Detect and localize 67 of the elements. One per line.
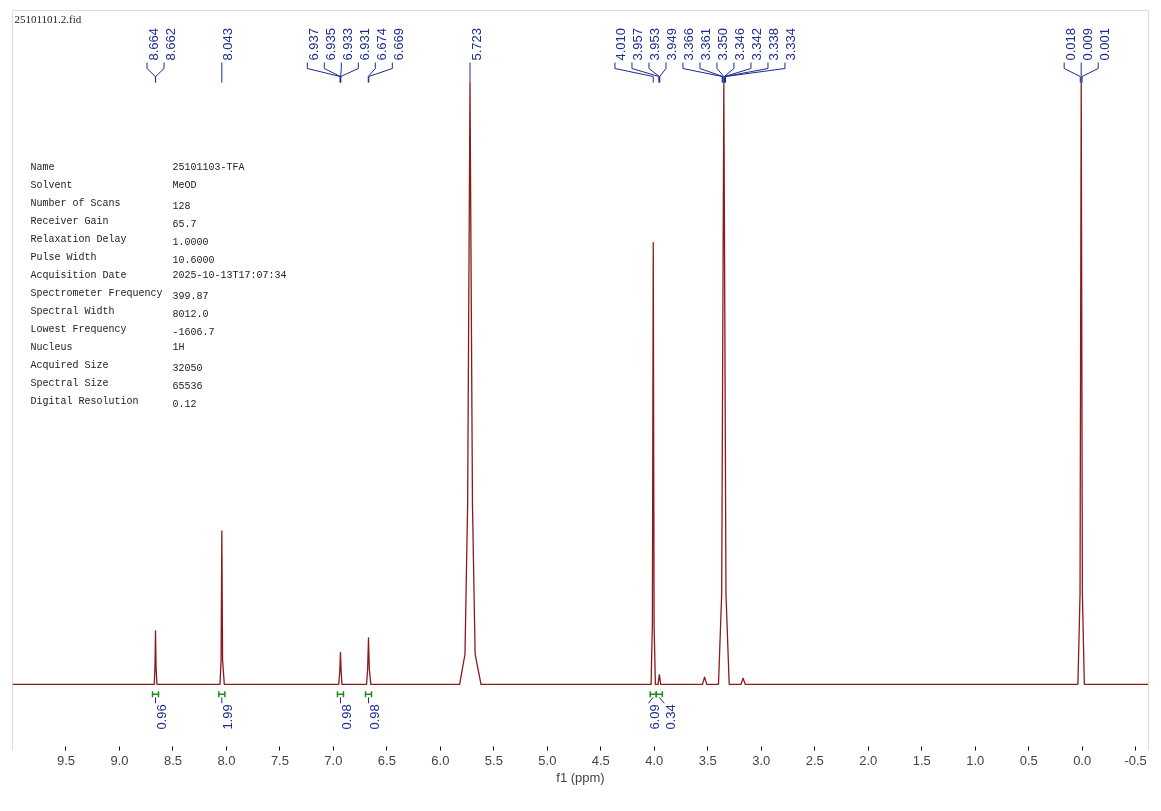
annotation: 8.043 xyxy=(220,27,236,61)
annotation: 0.018 xyxy=(1062,27,1078,61)
x-tick-label: 0.0 xyxy=(1073,752,1092,768)
x-tick-label: 9.5 xyxy=(56,752,76,768)
text: Number of Scans 128 xyxy=(30,197,191,212)
text: Pulse Width 10.6000 xyxy=(30,251,215,266)
text: Acquisition Date 2025-10-13T17:07:34 xyxy=(30,269,287,281)
annotation: Spectrometer Frequency 399.87 xyxy=(30,287,209,302)
annotation: 3.957 xyxy=(630,27,646,61)
x-tick-label: 8.5 xyxy=(163,752,182,768)
annotation: 5.723 xyxy=(468,27,484,61)
annotation: 8.664 xyxy=(145,27,161,61)
annotation: 6.674 xyxy=(373,27,389,61)
annotation: 0.009 xyxy=(1079,27,1095,61)
x-tick-label: 5.0 xyxy=(538,752,557,768)
x-tick-label: 8.0 xyxy=(217,752,236,768)
x-tick-label: 3.5 xyxy=(698,752,717,768)
annotation: 6.933 xyxy=(339,27,355,61)
x-tick-label: 4.0 xyxy=(645,752,664,768)
annotation: 0.98 xyxy=(338,704,354,730)
x-tick-label: 3.0 xyxy=(752,752,771,768)
x-tick-label: 4.5 xyxy=(591,752,610,768)
x-tick-label: 2.0 xyxy=(859,752,878,768)
text: Digital Resolution 0.12 xyxy=(30,395,197,410)
text: Relaxation Delay 1.0000 xyxy=(30,233,209,248)
annotation: 8.662 xyxy=(162,27,178,61)
annotation: 0.34 xyxy=(662,704,678,730)
annotation: 6.935 xyxy=(322,27,338,61)
x-tick-label: 2.5 xyxy=(805,752,824,768)
annotation: 3.949 xyxy=(664,27,680,61)
x-axis-title: f1 (ppm) xyxy=(556,769,605,785)
x-tick-label: 6.5 xyxy=(377,752,396,768)
annotation: 6.931 xyxy=(356,27,372,61)
text: Lowest Frequency -1606.7 xyxy=(30,323,215,338)
text: Spectral Width 8012.0 xyxy=(30,305,209,320)
annotation: 0.96 xyxy=(154,704,170,730)
annotation: 0.98 xyxy=(366,704,382,730)
x-tick-label: 6.0 xyxy=(431,752,450,768)
text: Nucleus 1H xyxy=(30,341,185,353)
x-tick-label: 0.5 xyxy=(1019,752,1038,768)
x-tick-label: 1.0 xyxy=(966,752,985,768)
annotation: 3.346 xyxy=(732,27,748,61)
text: Spectral Size 65536 xyxy=(30,377,203,392)
x-tick-label: 7.5 xyxy=(270,752,289,768)
text: Acquired Size 32050 xyxy=(30,359,203,374)
x-tick-label: 1.5 xyxy=(912,752,931,768)
annotation: 6.09 xyxy=(646,704,662,730)
annotation: 6.669 xyxy=(390,27,406,61)
annotation: 3.350 xyxy=(715,27,731,61)
x-tick-label: 7.0 xyxy=(324,752,343,768)
annotation: 3.334 xyxy=(783,27,799,61)
annotation: 3.338 xyxy=(766,27,782,61)
x-tick-label: 9.0 xyxy=(110,752,129,768)
text: Solvent MeOD xyxy=(30,179,197,191)
annotation: 6.937 xyxy=(305,27,321,61)
text: 25101101.2.fid xyxy=(14,12,82,25)
annotation: 3.366 xyxy=(681,27,697,61)
x-tick-label: 5.5 xyxy=(484,752,503,768)
annotation: 3.361 xyxy=(698,27,714,61)
annotation: 0.001 xyxy=(1096,27,1112,61)
text: Name 25101103-TFA xyxy=(30,161,245,173)
annotation: 3.342 xyxy=(749,27,765,61)
annotation: 1.99 xyxy=(220,704,236,730)
text: Receiver Gain 65.7 xyxy=(30,215,197,230)
annotation: 4.010 xyxy=(613,27,629,61)
annotation: 3.953 xyxy=(647,27,663,61)
x-tick-label: -0.5 xyxy=(1124,752,1147,768)
